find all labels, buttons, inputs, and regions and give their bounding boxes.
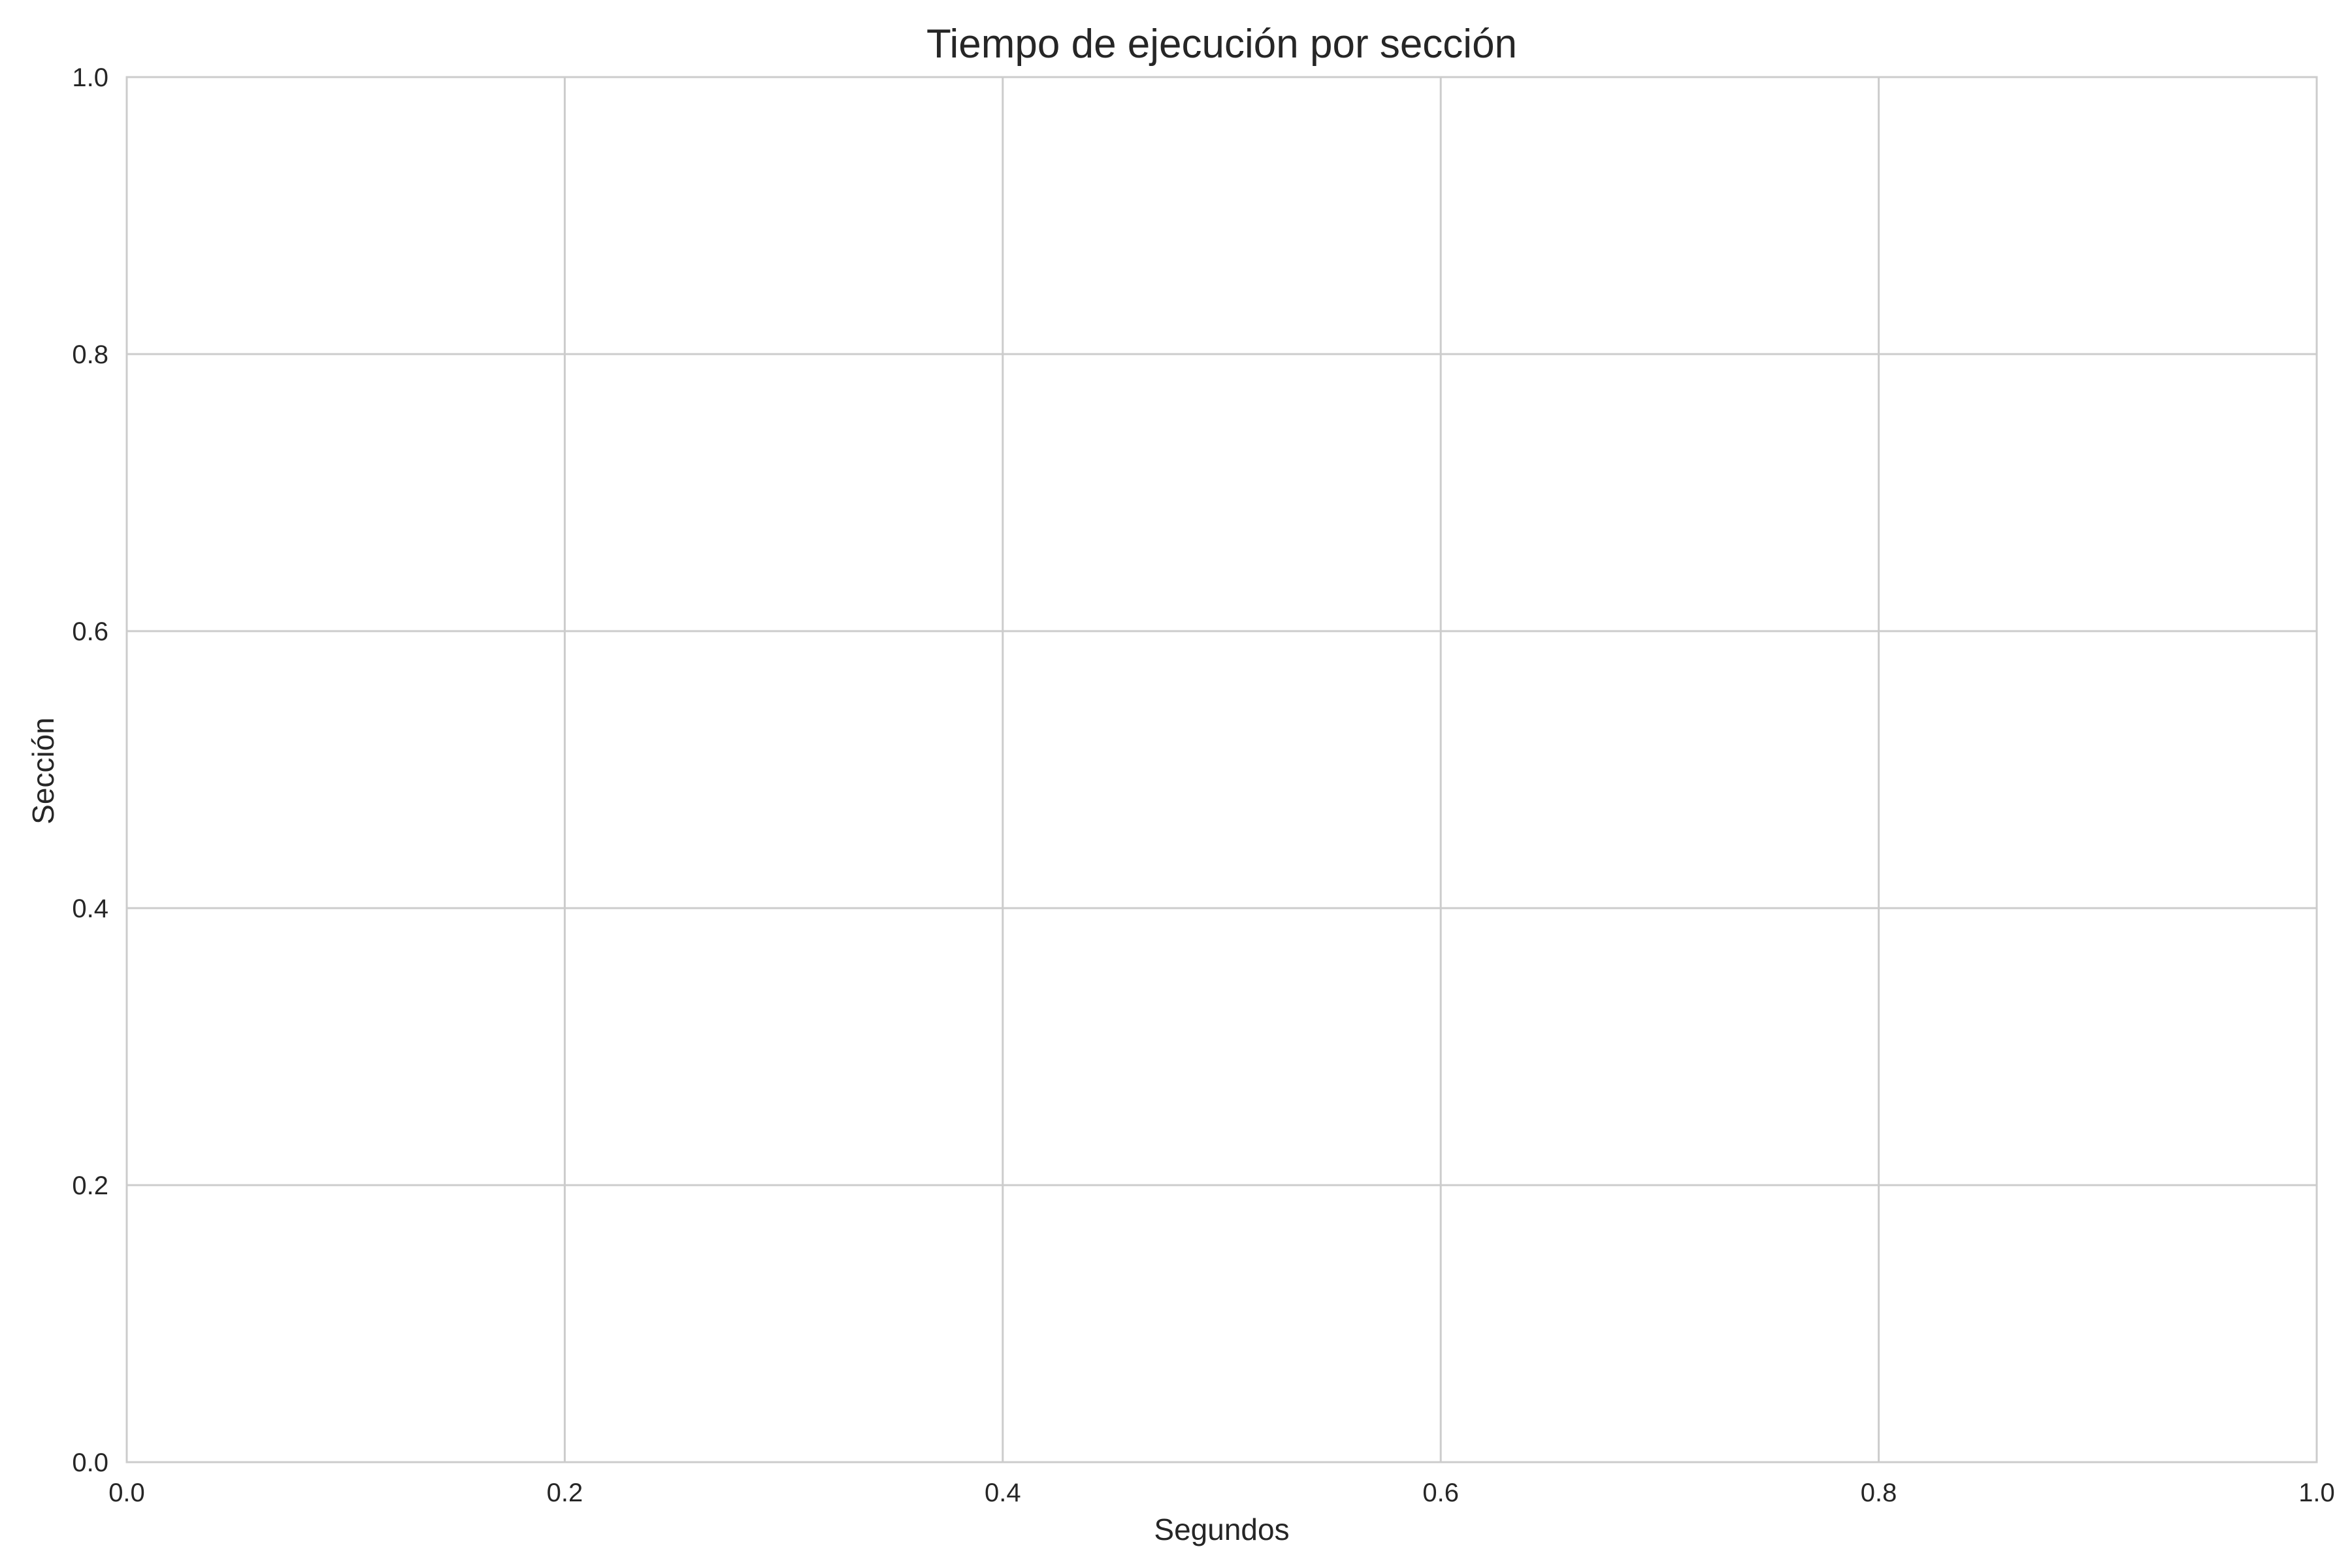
- x-tick-label: 0.6: [1422, 1478, 1459, 1507]
- x-tick-label: 0.2: [547, 1478, 583, 1507]
- y-tick-label: 1.0: [72, 63, 108, 92]
- y-tick-label: 0.4: [72, 894, 108, 923]
- x-tick-label: 1.0: [2298, 1478, 2335, 1507]
- chart-title: Tiempo de ejecución por sección: [926, 22, 1517, 67]
- x-tick-label: 0.8: [1861, 1478, 1897, 1507]
- y-tick-label: 0.8: [72, 340, 108, 369]
- y-axis-ticks: 0.0 0.2 0.4 0.6 0.8 1.0: [72, 63, 108, 1477]
- y-tick-label: 0.2: [72, 1171, 108, 1200]
- x-tick-label: 0.0: [108, 1478, 145, 1507]
- x-tick-label: 0.4: [985, 1478, 1021, 1507]
- x-axis-ticks: 0.0 0.2 0.4 0.6 0.8 1.0: [108, 1478, 2335, 1507]
- y-tick-label: 0.6: [72, 617, 108, 646]
- y-axis-label: Sección: [26, 717, 60, 825]
- plot-frame: [125, 76, 2318, 1463]
- y-tick-label: 0.0: [72, 1448, 108, 1477]
- x-axis-label: Segundos: [1154, 1512, 1289, 1546]
